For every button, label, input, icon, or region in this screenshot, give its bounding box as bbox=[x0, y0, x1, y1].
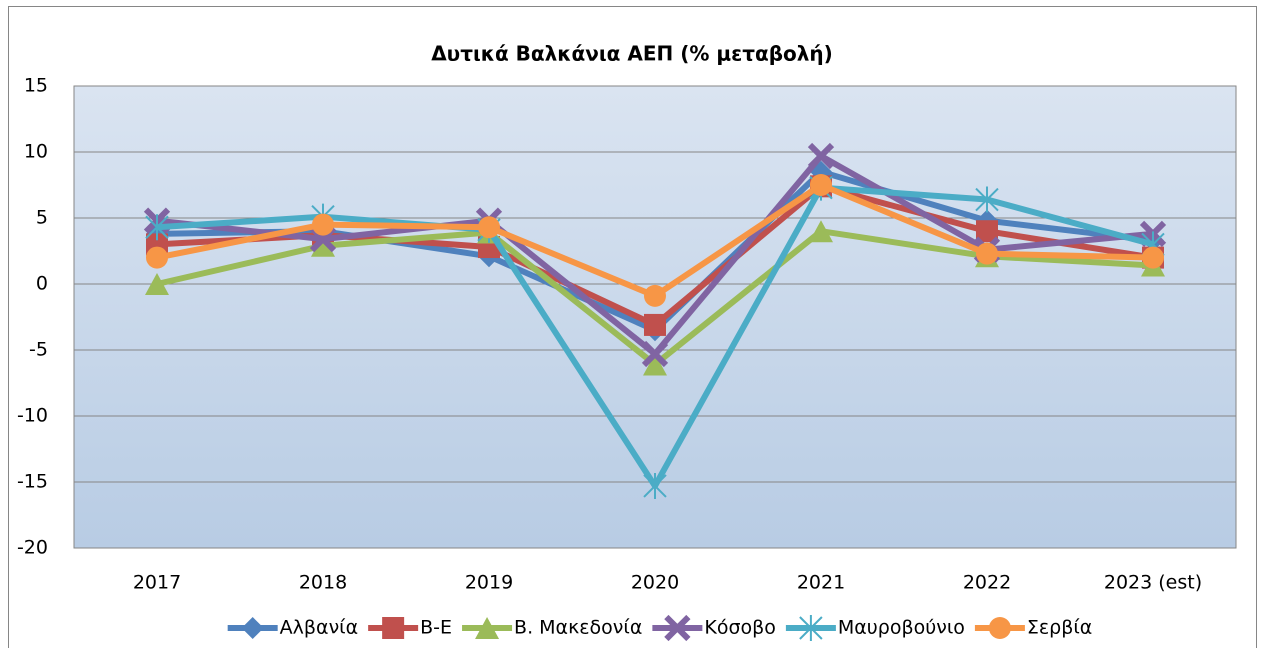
legend-marker bbox=[799, 615, 823, 641]
data-point bbox=[146, 246, 168, 269]
y-tick-label: -10 bbox=[17, 405, 48, 427]
data-point bbox=[975, 186, 999, 213]
legend-marker bbox=[241, 617, 264, 639]
legend-marker bbox=[475, 617, 500, 639]
data-point bbox=[643, 353, 667, 376]
data-point bbox=[976, 220, 998, 243]
legend-label: Αλβανία bbox=[280, 617, 358, 639]
legend: Αλβανία Β-Ε Β. Μακεδονία Κόσοβο Μαυροβούνιο Σ… bbox=[227, 614, 1092, 642]
legend-label: Μαυροβούνιο bbox=[838, 617, 965, 639]
y-tick-label: -15 bbox=[17, 471, 48, 493]
data-point bbox=[145, 214, 169, 241]
data-point bbox=[643, 472, 667, 499]
data-point bbox=[809, 220, 833, 243]
legend-marker bbox=[664, 614, 691, 642]
x-tick-label: 2020 bbox=[631, 572, 679, 594]
data-point bbox=[145, 273, 169, 295]
data-point bbox=[312, 213, 334, 236]
legend-label: Κόσοβο bbox=[704, 617, 776, 639]
data-point bbox=[976, 242, 998, 265]
y-tick-label: 0 bbox=[36, 273, 48, 295]
x-tick-label: 2023 (est) bbox=[1104, 572, 1202, 594]
chart-title: Δυτικά Βαλκάνια ΑΕΠ (% μεταβολή) bbox=[431, 42, 833, 66]
legend-label: Β-Ε bbox=[420, 617, 452, 639]
legend-label: Σερβία bbox=[1027, 617, 1092, 639]
data-point bbox=[1142, 246, 1164, 269]
data-point bbox=[807, 142, 835, 170]
data-point bbox=[644, 284, 666, 307]
legend-marker bbox=[988, 617, 1011, 639]
legend-label: Β. Μακεδονία bbox=[514, 617, 642, 639]
y-tick-label: 10 bbox=[24, 141, 48, 163]
x-tick-label: 2018 bbox=[299, 572, 347, 594]
plot-border bbox=[73, 85, 1237, 549]
y-tick-label: -20 bbox=[17, 537, 48, 559]
data-point bbox=[810, 174, 832, 196]
legend-marker bbox=[382, 617, 405, 639]
data-point bbox=[478, 216, 500, 239]
y-tick-label: 5 bbox=[36, 207, 48, 229]
y-tick-label: -5 bbox=[29, 339, 48, 361]
data-point bbox=[311, 234, 335, 257]
x-tick-label: 2021 bbox=[797, 572, 845, 594]
x-tick-label: 2022 bbox=[963, 572, 1011, 594]
data-point bbox=[641, 340, 669, 368]
data-point bbox=[644, 313, 666, 336]
x-tick-label: 2017 bbox=[133, 572, 181, 594]
x-tick-label: 2019 bbox=[465, 572, 513, 594]
y-tick-label: 15 bbox=[24, 75, 48, 97]
